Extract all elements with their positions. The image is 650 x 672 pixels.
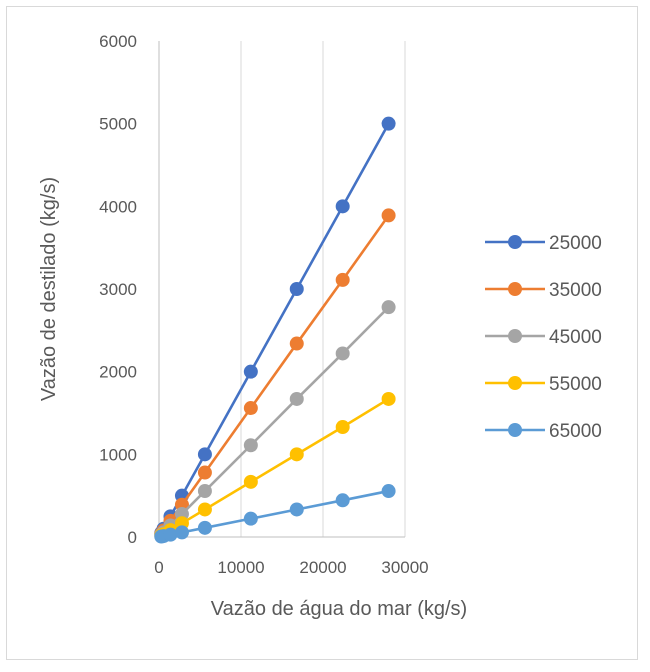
legend-item: 65000 — [485, 421, 602, 442]
data-point — [289, 336, 304, 351]
legend-marker — [508, 423, 522, 437]
y-tick-labels: 0 1000 2000 3000 4000 5000 6000 — [99, 32, 137, 547]
data-point — [243, 364, 258, 379]
series-35000 — [154, 208, 396, 541]
data-point — [197, 520, 212, 535]
series-65000 — [154, 484, 396, 544]
data-point — [381, 391, 396, 406]
data-point — [197, 447, 212, 462]
series-25000 — [154, 116, 396, 540]
legend-item: 55000 — [485, 374, 602, 395]
legend-item: 45000 — [485, 327, 602, 348]
data-point — [174, 525, 189, 540]
legend-label: 35000 — [549, 280, 602, 301]
legend-marker — [508, 329, 522, 343]
data-point — [197, 484, 212, 499]
data-point — [381, 116, 396, 131]
legend-label: 65000 — [549, 421, 602, 442]
series — [154, 116, 396, 544]
y-tick-label: 5000 — [99, 115, 137, 134]
data-point — [289, 282, 304, 296]
series-line — [160, 123, 390, 534]
y-tick-label: 3000 — [99, 280, 137, 299]
data-point — [289, 447, 304, 462]
x-tick-labels: 0 10000 20000 30000 — [154, 558, 428, 577]
chart-frame: 0 1000 2000 3000 4000 5000 6000 0 10000 20000 300… — [6, 6, 638, 660]
data-point — [243, 438, 258, 453]
legend-marker — [508, 376, 522, 390]
data-point — [243, 474, 258, 489]
y-tick-label: 4000 — [99, 197, 137, 216]
line-chart: 0 1000 2000 3000 4000 5000 6000 0 10000 20000 300… — [38, 32, 602, 620]
x-tick-label: 10000 — [217, 558, 264, 577]
data-point — [289, 502, 304, 517]
legend-marker — [508, 282, 522, 296]
legend-item: 25000 — [485, 233, 602, 254]
data-point — [335, 272, 350, 287]
data-point — [197, 465, 212, 480]
legend-item: 35000 — [485, 280, 602, 301]
data-point — [381, 300, 396, 315]
legend: 25000 35000 45000 55000 65000 — [485, 233, 602, 442]
data-point — [163, 527, 178, 542]
y-tick-label: 0 — [128, 528, 137, 547]
data-point — [289, 391, 304, 406]
x-tick-label: 30000 — [381, 558, 428, 577]
legend-label: 25000 — [549, 233, 602, 254]
series-55000 — [154, 391, 396, 543]
data-point — [197, 502, 212, 517]
legend-marker — [508, 235, 522, 249]
data-point — [381, 484, 396, 499]
legend-label: 55000 — [549, 374, 602, 395]
x-axis-title: Vazão de água do mar (kg/s) — [211, 598, 467, 620]
legend-label: 45000 — [549, 327, 602, 348]
x-tick-label: 0 — [154, 558, 163, 577]
y-axis-title: Vazão de destilado (kg/s) — [38, 177, 60, 401]
data-point — [335, 199, 350, 214]
data-point — [243, 511, 258, 526]
data-point — [335, 493, 350, 508]
y-tick-label: 2000 — [99, 363, 137, 382]
data-point — [243, 401, 258, 416]
y-tick-label: 6000 — [99, 32, 137, 51]
x-tick-label: 20000 — [299, 558, 346, 577]
gridlines — [240, 41, 406, 537]
axes — [158, 41, 405, 538]
y-tick-label: 1000 — [99, 445, 137, 464]
data-point — [335, 420, 350, 435]
series-45000 — [154, 300, 396, 542]
data-point — [335, 346, 350, 361]
series-line — [160, 214, 390, 535]
data-point — [381, 208, 396, 223]
